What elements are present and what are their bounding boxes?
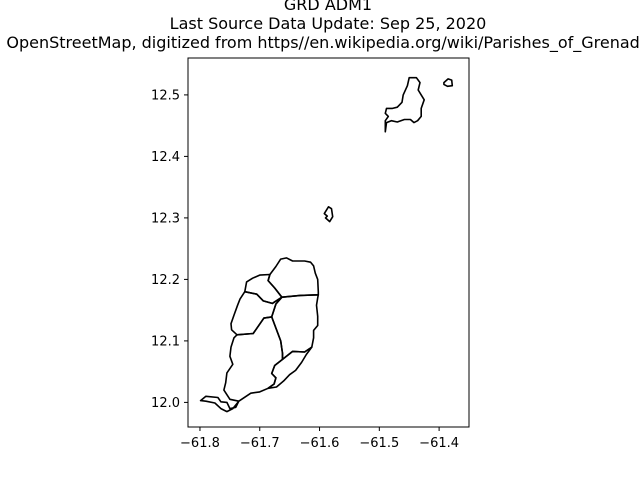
x-tick-label: −61.6 [300,436,340,451]
y-axis-ticks: 12.0 12.1 12.2 12.3 12.4 12.5 [151,88,188,411]
y-tick-label: 12.4 [151,150,180,165]
region-ronde-island [323,206,334,223]
x-tick-label: −61.7 [240,436,280,451]
parish-boundaries [199,76,454,413]
region-st-david [267,346,313,390]
region-petite-martinique [443,78,454,88]
x-tick-label: −61.4 [419,436,459,451]
y-tick-label: 12.3 [151,211,180,226]
y-tick-label: 12.0 [151,396,180,411]
y-tick-label: 12.1 [151,334,180,349]
x-tick-label: −61.8 [180,436,220,451]
figure-title: GRD ADM1 Last Source Data Update: Sep 25… [6,0,640,53]
title-line-2: Last Source Data Update: Sep 25, 2020 [170,14,487,33]
x-axis-ticks: −61.8 −61.7 −61.6 −61.5 −61.4 [180,427,459,451]
title-line-3: OpenStreetMap, digitized from https//en.… [6,33,640,53]
title-line-1: GRD ADM1 [284,0,372,14]
axes-frame [187,57,470,428]
y-tick-label: 12.5 [151,88,180,103]
region-carriacou [384,76,425,133]
x-tick-label: −61.5 [359,436,399,451]
y-tick-label: 12.2 [151,273,180,288]
